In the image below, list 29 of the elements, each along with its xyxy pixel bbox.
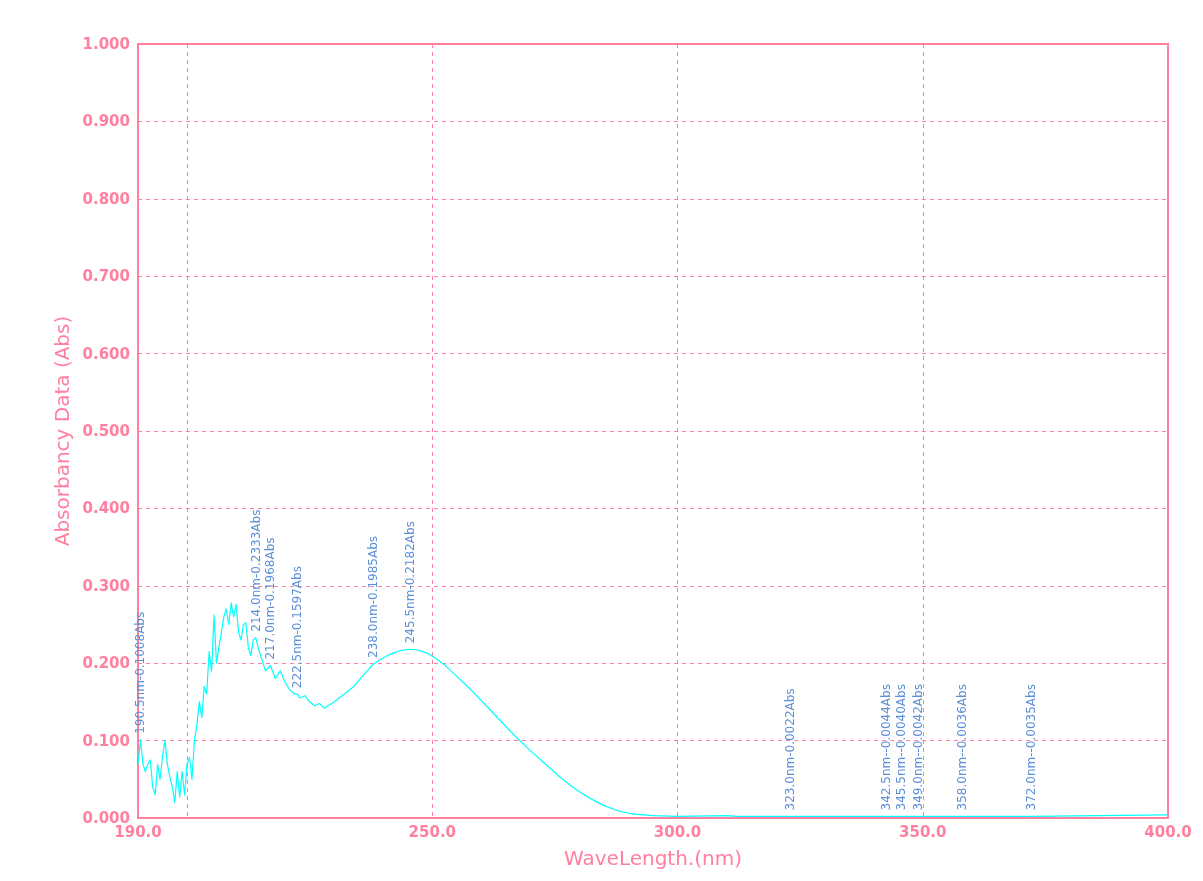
annotation: 217.0nm-0.1968Abs <box>263 537 278 660</box>
y-tick-label: 0.200 <box>82 654 130 673</box>
y-tick-label: 1.000 <box>82 35 130 53</box>
y-tick-label: 0.800 <box>82 189 130 208</box>
x-tick-label: 300.0 <box>653 822 702 841</box>
y-tick-label: 0.400 <box>82 499 130 518</box>
y-axis-title: Absorbancy Data (Abs) <box>49 315 74 547</box>
annotation: 222.5nm-0.1597Abs <box>290 566 305 689</box>
annotation: 323.0nm-0.0022Abs <box>783 688 798 811</box>
annotation: 245.5nm-0.2182Abs <box>403 521 418 644</box>
annotation: 342.5nm--0.0044Abs <box>878 684 893 811</box>
annotation: 372.0nm--0.0035Abs <box>1023 684 1038 811</box>
x-tick-label: 250.0 <box>408 822 457 841</box>
annotation: 358.0nm--0.0036Abs <box>955 684 969 811</box>
y-tick-label: 0.700 <box>82 267 130 286</box>
y-tick-label: 0.600 <box>82 344 130 363</box>
y-tick-label: 0.500 <box>82 422 130 440</box>
annotation: 190.5nm-0.1008Abs <box>133 611 148 734</box>
x-tick-label: 190.0 <box>114 822 162 841</box>
y-tick-label: 0.100 <box>82 731 130 750</box>
x-axis-title: WaveLength.(nm) <box>564 846 742 870</box>
y-tick-label: 0.900 <box>82 112 130 131</box>
annotation: 349.0nm--0.0042Abs <box>910 684 925 811</box>
x-tick-label: 400.0 <box>1144 822 1192 841</box>
annotation: 345.5nm--0.0040Abs <box>893 684 908 811</box>
annotation: 214.0nm-0.2333Abs <box>248 509 263 632</box>
x-tick-label: 350.0 <box>899 822 947 841</box>
annotation: 238.0nm-0.1985Abs <box>366 535 381 658</box>
y-tick-label: 0.300 <box>82 576 130 595</box>
